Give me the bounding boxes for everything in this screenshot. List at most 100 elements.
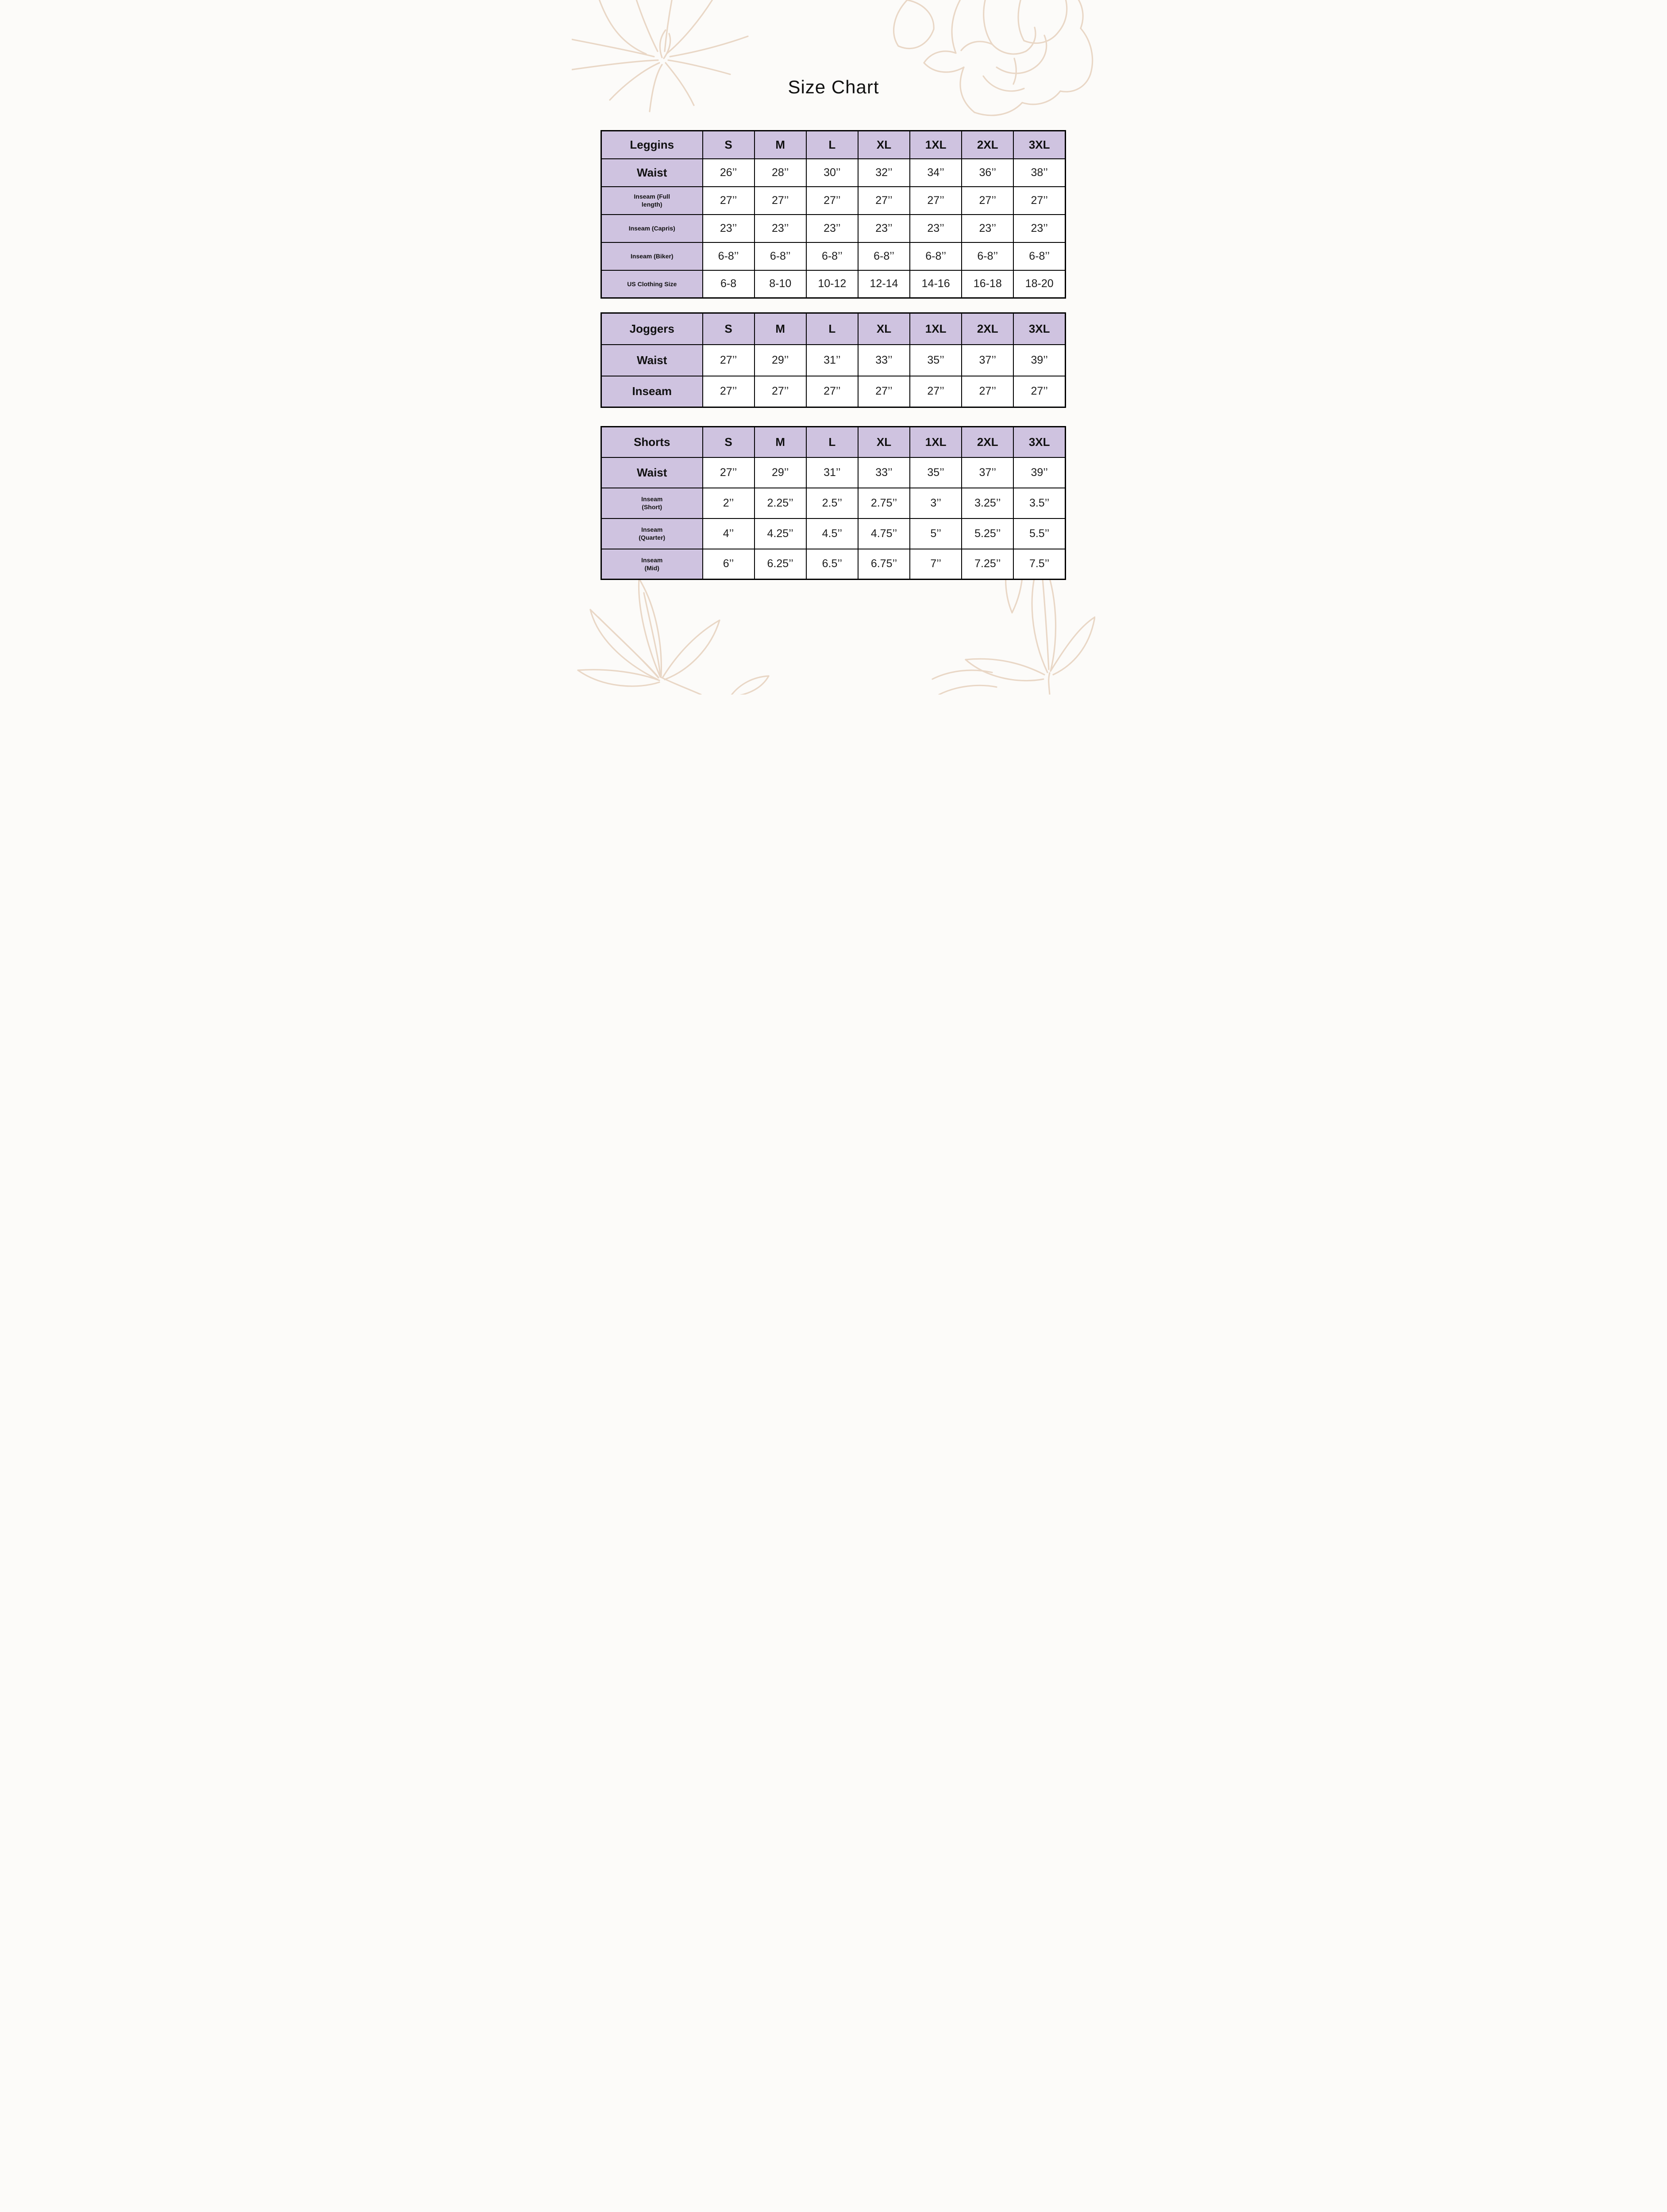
header-row: Joggers S M L XL 1XL 2XL 3XL <box>601 312 1066 345</box>
table-row: US Clothing Size 6-8 8-10 10-12 12-14 14-16 16… <box>601 269 1066 299</box>
size-value-cell: 2.5’’ <box>805 487 859 519</box>
table-title-cell: Shorts <box>601 426 703 458</box>
size-header-cell: XL <box>857 312 911 345</box>
size-value-cell: 27’’ <box>702 344 755 376</box>
table-row: Waist 27’’ 29’’ 31’’ 33’’ 35’’ 37’’ 39’’ <box>601 457 1066 488</box>
size-header-cell: XL <box>857 130 911 159</box>
size-value-cell: 2.25’’ <box>754 487 807 519</box>
size-header-cell: 1XL <box>909 130 962 159</box>
size-value-cell: 37’’ <box>961 457 1014 488</box>
size-value-cell: 2.75’’ <box>857 487 911 519</box>
row-label-cell: Inseam <box>601 375 703 408</box>
size-value-cell: 3.5’’ <box>1013 487 1066 519</box>
size-value-cell: 35’’ <box>909 344 962 376</box>
row-label-cell: Inseam (Capris) <box>601 214 703 243</box>
size-header-cell: S <box>702 130 755 159</box>
size-value-cell: 23’’ <box>805 214 859 243</box>
size-value-cell: 29’’ <box>754 457 807 488</box>
size-header-cell: 3XL <box>1013 426 1066 458</box>
size-value-cell: 4.25’’ <box>754 518 807 549</box>
size-value-cell: 6.75’’ <box>857 548 911 580</box>
size-value-cell: 6-8’’ <box>909 242 962 271</box>
size-value-cell: 23’’ <box>857 214 911 243</box>
size-header-cell: S <box>702 312 755 345</box>
size-value-cell: 14-16 <box>909 269 962 299</box>
size-value-cell: 5’’ <box>909 518 962 549</box>
size-value-cell: 27’’ <box>857 186 911 215</box>
size-value-cell: 23’’ <box>1013 214 1066 243</box>
size-header-cell: 2XL <box>961 130 1014 159</box>
table-row: Inseam 27’’ 27’’ 27’’ 27’’ 27’’ 27’’ 27’’ <box>601 375 1066 408</box>
size-value-cell: 27’’ <box>857 375 911 408</box>
size-value-cell: 23’’ <box>754 214 807 243</box>
size-value-cell: 35’’ <box>909 457 962 488</box>
size-value-cell: 36’’ <box>961 158 1014 187</box>
size-header-cell: L <box>805 312 859 345</box>
size-value-cell: 34’’ <box>909 158 962 187</box>
table-row: Inseam (Full length) 27’’ 27’’ 27’’ 27’’ 27’’… <box>601 186 1066 215</box>
size-header-cell: 2XL <box>961 426 1014 458</box>
size-header-cell: 2XL <box>961 312 1014 345</box>
size-value-cell: 6-8’’ <box>1013 242 1066 271</box>
size-value-cell: 3.25’’ <box>961 487 1014 519</box>
flower-top-left-icon <box>572 0 749 112</box>
size-value-cell: 27’’ <box>702 186 755 215</box>
size-value-cell: 23’’ <box>961 214 1014 243</box>
size-value-cell: 6-8’’ <box>702 242 755 271</box>
size-value-cell: 6-8’’ <box>857 242 911 271</box>
size-header-cell: M <box>754 130 807 159</box>
table-row: Inseam (Short) 2’’ 2.25’’ 2.5’’ 2.75’’ 3’’ 3.2… <box>601 487 1066 519</box>
header-row: Shorts S M L XL 1XL 2XL 3XL <box>601 426 1066 458</box>
size-value-cell: 23’’ <box>909 214 962 243</box>
size-value-cell: 27’’ <box>961 375 1014 408</box>
row-label-cell: Inseam (Biker) <box>601 242 703 271</box>
table-row: Inseam (Biker) 6-8’’ 6-8’’ 6-8’’ 6-8’’ 6-8’’ 6… <box>601 242 1066 271</box>
size-header-cell: 3XL <box>1013 312 1066 345</box>
size-value-cell: 29’’ <box>754 344 807 376</box>
size-header-cell: M <box>754 312 807 345</box>
size-header-cell: S <box>702 426 755 458</box>
page-title: Size Chart <box>788 77 879 97</box>
size-value-cell: 27’’ <box>805 186 859 215</box>
size-value-cell: 6’’ <box>702 548 755 580</box>
row-label-cell: Waist <box>601 344 703 376</box>
table-row: Waist 26’’ 28’’ 30’’ 32’’ 34’’ 36’’ 38’’ <box>601 158 1066 187</box>
size-value-cell: 27’’ <box>702 457 755 488</box>
size-table-shorts: Shorts S M L XL 1XL 2XL 3XL Waist 27’’ 29’’ 31’’ 33’… <box>601 426 1066 580</box>
size-value-cell: 37’’ <box>961 344 1014 376</box>
size-value-cell: 6.25’’ <box>754 548 807 580</box>
size-header-cell: 1XL <box>909 312 962 345</box>
row-label-cell: Inseam (Quarter) <box>601 518 703 549</box>
row-label-cell: US Clothing Size <box>601 269 703 299</box>
row-label-cell: Inseam (Full length) <box>601 186 703 215</box>
table-title-cell: Leggins <box>601 130 703 159</box>
size-value-cell: 31’’ <box>805 457 859 488</box>
size-value-cell: 27’’ <box>805 375 859 408</box>
size-value-cell: 7’’ <box>909 548 962 580</box>
size-value-cell: 7.5’’ <box>1013 548 1066 580</box>
table-row: Inseam (Mid) 6’’ 6.25’’ 6.5’’ 6.75’’ 7’’ 7.25’… <box>601 548 1066 580</box>
size-value-cell: 4.75’’ <box>857 518 911 549</box>
header-row: Leggins S M L XL 1XL 2XL 3XL <box>601 130 1066 159</box>
size-value-cell: 27’’ <box>909 186 962 215</box>
size-value-cell: 5.25’’ <box>961 518 1014 549</box>
size-value-cell: 6-8’’ <box>961 242 1014 271</box>
size-header-cell: L <box>805 426 859 458</box>
size-value-cell: 2’’ <box>702 487 755 519</box>
size-value-cell: 27’’ <box>1013 186 1066 215</box>
size-value-cell: 27’’ <box>1013 375 1066 408</box>
size-header-cell: L <box>805 130 859 159</box>
size-value-cell: 8-10 <box>754 269 807 299</box>
row-label-cell: Inseam (Short) <box>601 487 703 519</box>
size-header-cell: 1XL <box>909 426 962 458</box>
size-value-cell: 16-18 <box>961 269 1014 299</box>
size-value-cell: 39’’ <box>1013 344 1066 376</box>
table-row: Inseam (Quarter) 4’’ 4.25’’ 4.5’’ 4.75’’ 5’’ 5… <box>601 518 1066 549</box>
size-value-cell: 28’’ <box>754 158 807 187</box>
size-chart-page: Size Chart Leggins S M L XL 1XL 2XL 3XL Waist 26’… <box>572 0 1095 695</box>
table-row: Waist 27’’ 29’’ 31’’ 33’’ 35’’ 37’’ 39’’ <box>601 344 1066 376</box>
size-value-cell: 27’’ <box>754 186 807 215</box>
size-value-cell: 10-12 <box>805 269 859 299</box>
size-value-cell: 4’’ <box>702 518 755 549</box>
size-value-cell: 6-8 <box>702 269 755 299</box>
